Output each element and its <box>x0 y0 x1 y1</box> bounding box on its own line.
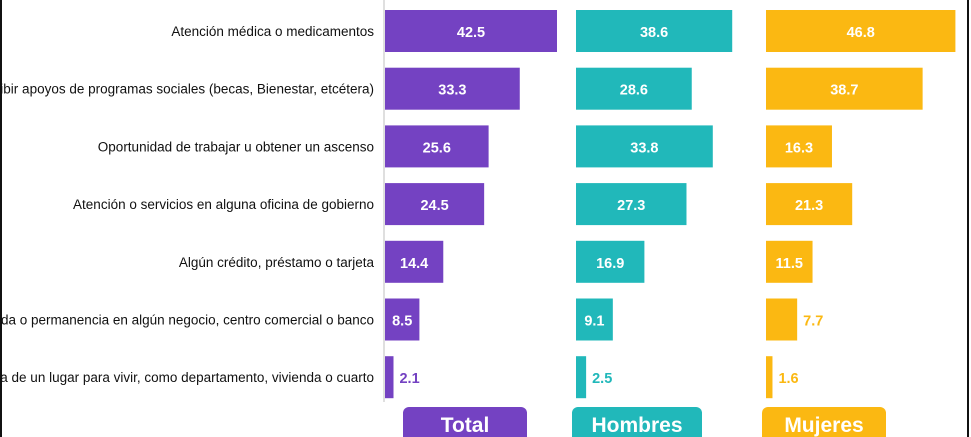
bar-value-label: 16.3 <box>785 140 813 156</box>
bar-mujeres <box>766 356 773 399</box>
bar-hombres <box>576 125 713 168</box>
category-label: Renta de un lugar para vivir, como depar… <box>0 370 374 385</box>
legend-swatch-total <box>403 407 527 437</box>
bar-value-label: 14.4 <box>400 256 428 272</box>
bar-value-label: 33.3 <box>438 83 466 99</box>
bar-hombres <box>576 356 587 399</box>
legend-label-mujeres: Mujeres <box>784 414 863 437</box>
category-label: Algún crédito, préstamo o tarjeta <box>179 255 375 270</box>
bar-value-label: 8.5 <box>392 314 412 330</box>
category-label: Entrada o permanencia en algún negocio, … <box>0 313 374 328</box>
bar-value-label: 16.9 <box>596 256 624 272</box>
bar-mujeres <box>766 67 923 110</box>
bar-total <box>385 125 489 168</box>
bar-value-label: 38.7 <box>830 83 858 99</box>
bar-value-label: 21.3 <box>795 198 823 214</box>
bar-value-label: 38.6 <box>640 25 668 41</box>
legend-swatch-hombres <box>572 407 702 437</box>
bar-hombres <box>576 10 733 52</box>
bar-value-label: 27.3 <box>617 198 645 214</box>
bar-hombres <box>576 298 613 341</box>
legend-label-total: Total <box>441 414 490 437</box>
bar-total <box>385 183 485 226</box>
bar-value-label: 46.8 <box>847 25 875 41</box>
bar-mujeres <box>766 240 813 283</box>
bar-value-label: 11.5 <box>776 256 803 272</box>
legend-label-hombres: Hombres <box>591 414 682 437</box>
bar-mujeres <box>766 125 832 168</box>
bar-mujeres <box>766 183 853 226</box>
bar-value-label: 33.8 <box>630 140 658 156</box>
bar-value-label: 2.5 <box>592 371 612 387</box>
category-label: Atención médica o medicamentos <box>171 24 374 39</box>
bar-hombres <box>576 67 692 110</box>
legend-swatch-mujeres <box>762 407 886 437</box>
category-label: Oportunidad de trabajar u obtener un asc… <box>98 139 374 154</box>
bar-total <box>385 298 420 341</box>
bar-hombres <box>576 240 645 283</box>
bar-value-label: 28.6 <box>620 83 648 99</box>
bar-value-label: 1.6 <box>778 371 798 387</box>
bar-mujeres <box>766 10 956 52</box>
bar-value-label: 42.5 <box>457 25 485 41</box>
category-label: Recibir apoyos de programas sociales (be… <box>0 82 374 97</box>
bar-mujeres <box>766 298 798 341</box>
bar-total <box>385 10 557 52</box>
bar-value-label: 2.1 <box>399 371 419 387</box>
bar-hombres <box>576 183 687 226</box>
bar-total <box>385 240 444 283</box>
bar-total <box>385 67 520 110</box>
bar-value-label: 25.6 <box>423 140 451 156</box>
category-label: Atención o servicios en alguna oficina d… <box>73 197 374 212</box>
bar-value-label: 9.1 <box>584 314 604 330</box>
bar-total <box>385 356 394 399</box>
bar-value-label: 24.5 <box>420 198 448 214</box>
bar-value-label: 7.7 <box>803 314 823 330</box>
